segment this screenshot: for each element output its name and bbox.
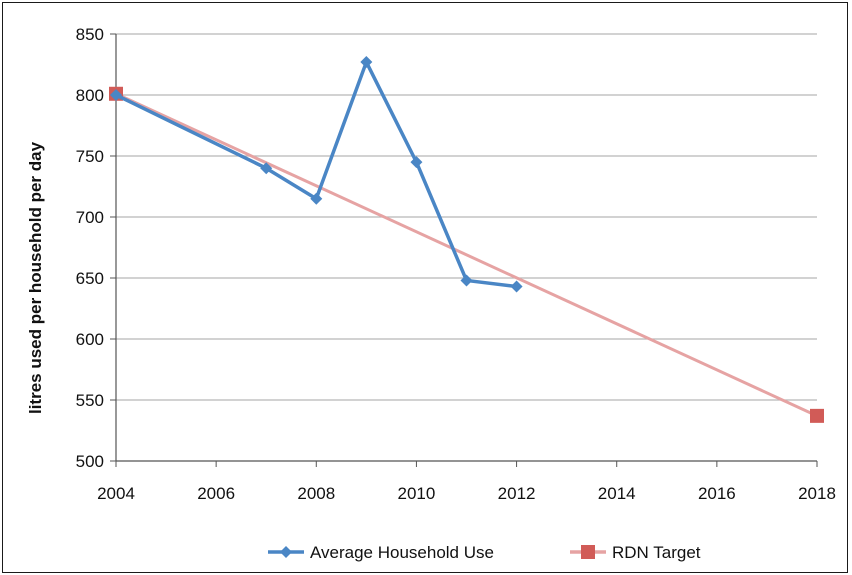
series-0-point-0 — [110, 89, 122, 101]
x-tick-label-2010: 2010 — [398, 484, 436, 503]
series-line-0 — [115, 60, 517, 289]
y-tick-label-800: 800 — [76, 86, 104, 105]
series-0-point-3 — [360, 56, 373, 69]
legend-label-0: Average Household Use — [310, 543, 494, 562]
series-0-point-2 — [310, 192, 323, 205]
x-tick-label-2012: 2012 — [498, 484, 536, 503]
legend-marker-1 — [581, 545, 595, 559]
y-tick-label-650: 650 — [76, 269, 104, 288]
y-tick-labels: 500 550 600 650 700 750 800 850 — [76, 25, 104, 471]
y-tick-label-500: 500 — [76, 452, 104, 471]
y-tick-label-750: 750 — [76, 147, 104, 166]
series-1-point-1 — [810, 408, 824, 423]
y-tick-label-700: 700 — [76, 208, 104, 227]
series-0-point-4 — [410, 156, 423, 169]
x-tick-label-2014: 2014 — [598, 484, 636, 503]
legend-marker-0 — [280, 546, 292, 558]
y-tick-label-600: 600 — [76, 330, 104, 349]
y-axis-title: litres used per household per day — [26, 141, 45, 414]
y-tick-label-850: 850 — [76, 25, 104, 44]
legend-label-1: RDN Target — [612, 543, 701, 562]
x-tick-labels: 2004 2006 2008 2010 2012 2014 2016 2018 — [97, 484, 836, 503]
y-tick-label-550: 550 — [76, 391, 104, 410]
x-tick-label-2008: 2008 — [297, 484, 335, 503]
axes — [110, 33, 818, 467]
gridlines — [116, 33, 817, 401]
series-0-point-6 — [510, 280, 523, 293]
x-tick-label-2004: 2004 — [97, 484, 135, 503]
legend: Average Household Use RDN Target — [268, 543, 701, 562]
series-0-point-1 — [260, 162, 273, 175]
series-0-point-5 — [460, 274, 473, 287]
series-group — [109, 56, 824, 423]
series-line-1 — [115, 92, 818, 418]
x-tick-label-2006: 2006 — [197, 484, 235, 503]
x-tick-label-2018: 2018 — [798, 484, 836, 503]
x-tick-label-2016: 2016 — [698, 484, 736, 503]
